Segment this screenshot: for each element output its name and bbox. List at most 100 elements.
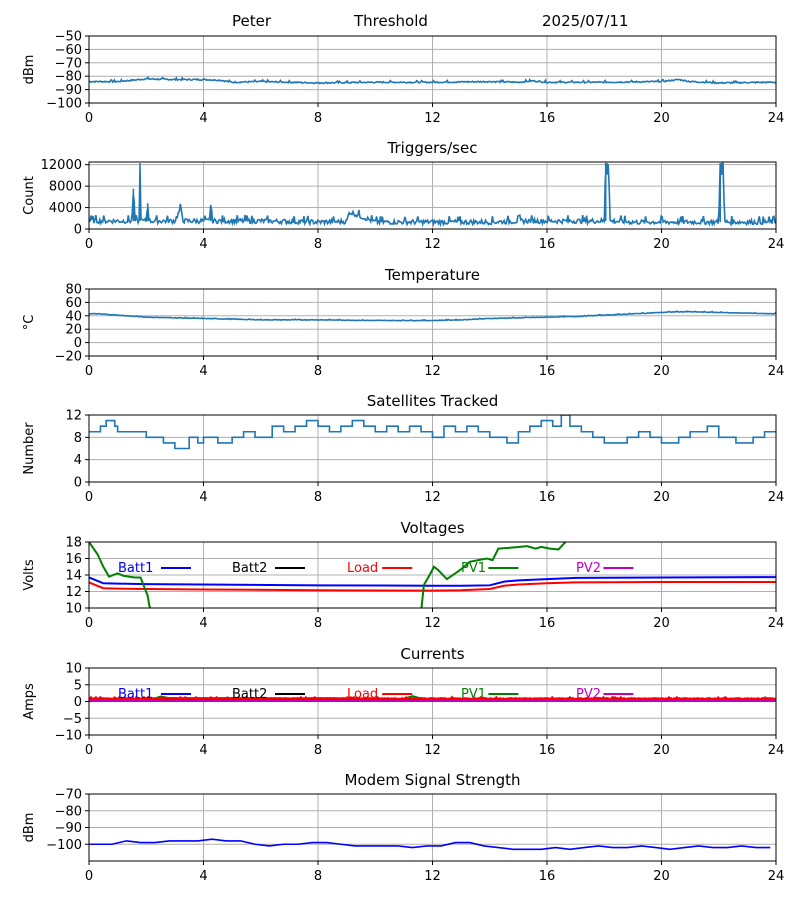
y-tick-label: 12 [65, 409, 82, 424]
x-tick-label: 0 [85, 364, 93, 379]
y-axis-label: Count [22, 176, 37, 215]
station-name: Peter [232, 12, 272, 30]
y-tick-label: −100 [46, 97, 82, 112]
y-tick-label: 12 [65, 585, 82, 600]
series-line-pv1 [89, 542, 152, 608]
x-tick-label: 12 [424, 869, 441, 884]
y-tick-label: −5 [63, 712, 82, 727]
series-line-batt1 [89, 576, 776, 587]
y-tick-label: 0 [74, 695, 82, 710]
x-tick-label: 12 [424, 490, 441, 505]
legend-label: Batt2 [232, 687, 267, 702]
series-line-pv1 [420, 542, 567, 608]
x-tick-label: 24 [768, 616, 785, 631]
y-tick-label: −80 [55, 70, 82, 85]
y-tick-label: 60 [65, 296, 82, 311]
x-tick-label: 16 [539, 743, 556, 758]
chart-title: Currents [400, 645, 464, 663]
y-tick-label: 4 [74, 453, 82, 468]
y-tick-label: 8000 [49, 180, 82, 195]
x-tick-label: 4 [199, 111, 207, 126]
y-tick-label: 0 [74, 223, 82, 238]
x-tick-label: 8 [314, 237, 322, 252]
x-tick-label: 8 [314, 743, 322, 758]
x-tick-label: 8 [314, 111, 322, 126]
x-tick-label: 0 [85, 237, 93, 252]
x-tick-label: 12 [424, 743, 441, 758]
y-axis-label: °C [22, 315, 37, 331]
y-tick-label: −90 [55, 83, 82, 98]
series-line-load [89, 581, 776, 592]
series-line [89, 162, 776, 228]
x-tick-label: 16 [539, 616, 556, 631]
x-tick-label: 8 [314, 490, 322, 505]
x-tick-label: 4 [199, 616, 207, 631]
x-tick-label: 0 [85, 616, 93, 631]
y-tick-label: 14 [65, 569, 82, 584]
x-tick-label: 8 [314, 364, 322, 379]
x-tick-label: 16 [539, 869, 556, 884]
y-tick-label: −20 [55, 350, 82, 365]
legend-label: Batt2 [232, 561, 267, 576]
x-tick-label: 16 [539, 237, 556, 252]
x-tick-label: 24 [768, 743, 785, 758]
x-tick-label: 20 [653, 490, 670, 505]
x-tick-label: 12 [424, 237, 441, 252]
y-tick-label: 5 [74, 678, 82, 693]
x-tick-label: 12 [424, 364, 441, 379]
y-tick-label: −90 [55, 821, 82, 836]
x-tick-label: 0 [85, 869, 93, 884]
y-axis-label: Amps [22, 683, 37, 720]
mode-label: Threshold [354, 12, 428, 30]
date-label: 2025/07/11 [542, 12, 629, 30]
x-tick-label: 8 [314, 869, 322, 884]
y-tick-label: −100 [46, 838, 82, 853]
chart-title: Triggers/sec [387, 139, 478, 157]
chart-title: Modem Signal Strength [345, 771, 521, 789]
y-tick-label: −60 [55, 43, 82, 58]
y-tick-label: 80 [65, 283, 82, 298]
series-line [89, 75, 776, 85]
x-tick-label: 16 [539, 364, 556, 379]
series-line [89, 415, 776, 450]
y-tick-label: −70 [55, 788, 82, 803]
legend-label: PV2 [576, 561, 601, 576]
y-axis-label: dBm [22, 55, 37, 85]
y-axis-label: dBm [22, 813, 37, 843]
y-tick-label: 4000 [49, 201, 82, 216]
x-tick-label: 20 [653, 111, 670, 126]
series-line-load [89, 695, 776, 701]
x-tick-label: 4 [199, 364, 207, 379]
x-tick-label: 4 [199, 743, 207, 758]
x-tick-label: 4 [199, 237, 207, 252]
x-tick-label: 12 [424, 616, 441, 631]
x-tick-label: 20 [653, 237, 670, 252]
legend-label: PV1 [461, 687, 486, 702]
y-tick-label: 18 [65, 536, 82, 551]
x-tick-label: 0 [85, 111, 93, 126]
y-tick-label: 10 [65, 602, 82, 617]
legend-label: Load [347, 687, 378, 702]
x-tick-label: 0 [85, 743, 93, 758]
y-tick-label: −80 [55, 804, 82, 819]
chart-title: Temperature [384, 266, 480, 284]
x-tick-label: 24 [768, 364, 785, 379]
y-tick-label: 20 [65, 323, 82, 338]
y-tick-label: 16 [65, 552, 82, 567]
x-tick-label: 4 [199, 490, 207, 505]
x-tick-label: 20 [653, 743, 670, 758]
chart-title: Voltages [400, 519, 464, 537]
x-tick-label: 20 [653, 616, 670, 631]
x-tick-label: 24 [768, 237, 785, 252]
legend-label: Batt1 [118, 561, 153, 576]
x-tick-label: 4 [199, 869, 207, 884]
series-line [89, 838, 771, 851]
x-tick-label: 16 [539, 111, 556, 126]
chart-title: Satellites Tracked [367, 392, 498, 410]
y-tick-label: −50 [55, 30, 82, 45]
legend-label: PV1 [461, 561, 486, 576]
y-tick-label: 10 [65, 662, 82, 677]
y-axis-label: Volts [22, 559, 37, 591]
